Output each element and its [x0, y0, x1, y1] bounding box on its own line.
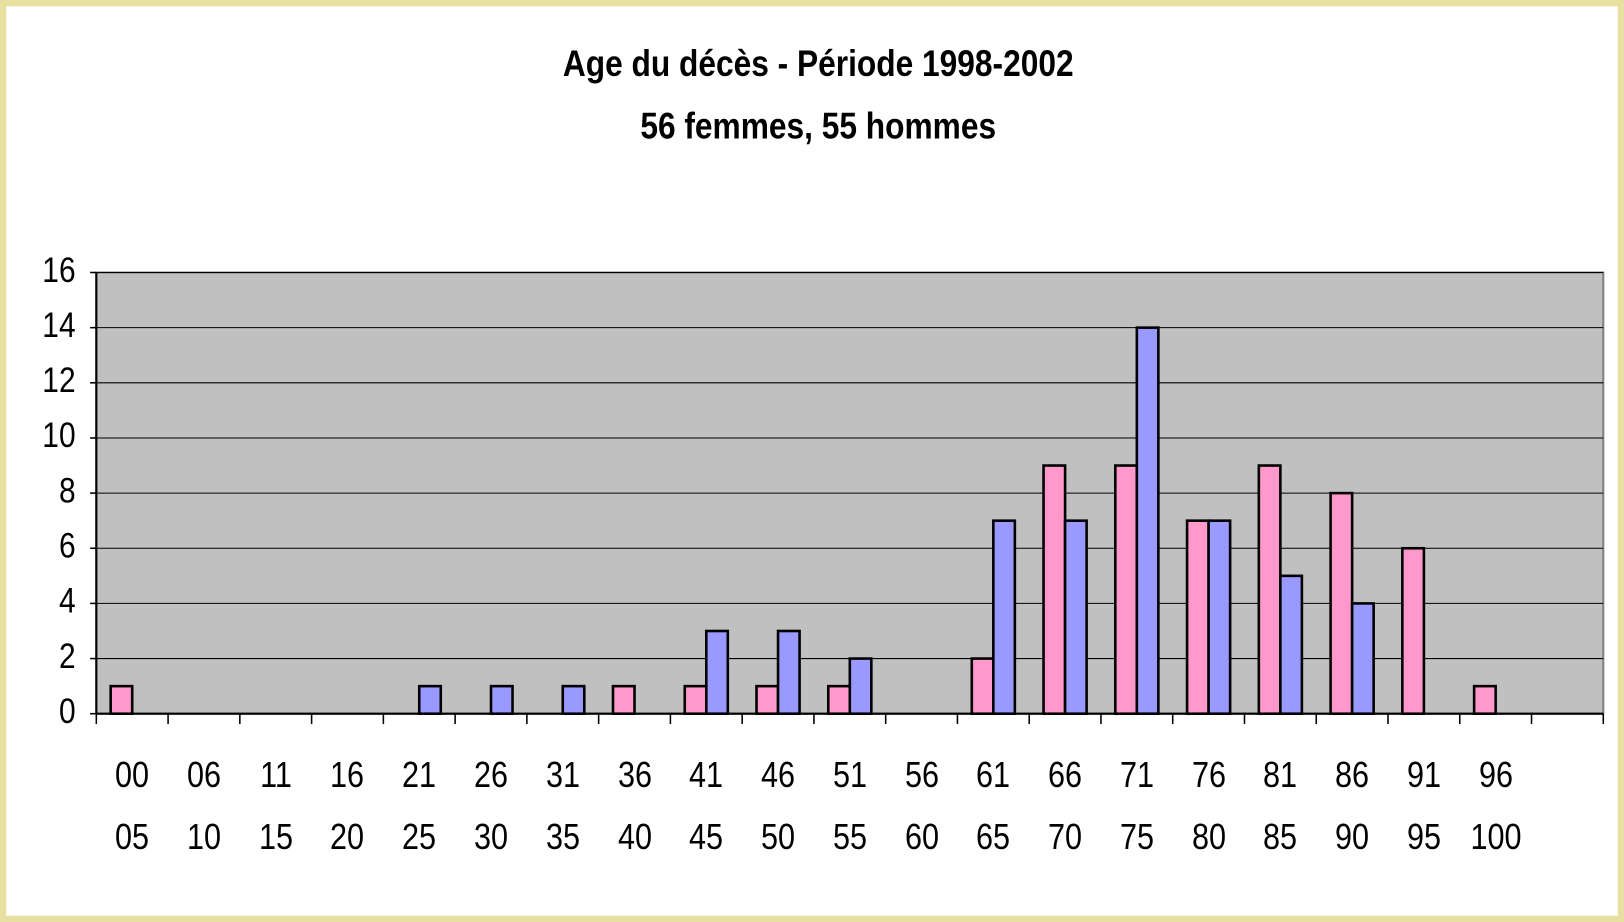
x-tick-label: 76 80 — [1191, 753, 1226, 857]
chart-title: Age du décès - Période 1998-2002 — [563, 44, 1074, 85]
bar — [1207, 519, 1232, 716]
bar — [1329, 491, 1354, 716]
x-tick-label: 41 45 — [689, 753, 724, 857]
x-tick-label: 61 65 — [976, 753, 1011, 857]
x-tick-label: 71 75 — [1119, 753, 1154, 857]
bar — [109, 684, 134, 716]
bar — [683, 684, 708, 716]
y-tick-label: 4 — [59, 580, 76, 620]
chart-subtitle: 56 femmes, 55 hommes — [640, 106, 996, 147]
bar — [1185, 519, 1210, 716]
x-tick-label: 21 25 — [402, 753, 437, 857]
bar — [611, 684, 636, 716]
bar — [1279, 574, 1304, 716]
bar — [489, 684, 514, 716]
bar — [755, 684, 780, 716]
bar — [970, 657, 995, 716]
x-tick-label: 81 85 — [1263, 753, 1298, 857]
y-tick-label: 10 — [42, 415, 75, 455]
x-tick-label: 11 15 — [258, 753, 293, 857]
x-tick-label: 51 55 — [832, 753, 867, 857]
y-tick-label: 16 — [42, 249, 75, 289]
x-tick-label: 66 70 — [1048, 753, 1083, 857]
y-tick-label: 0 — [59, 691, 76, 731]
y-tick-label: 2 — [59, 636, 76, 676]
y-tick-label: 14 — [42, 305, 75, 345]
bar — [848, 657, 873, 716]
y-tick-label: 6 — [59, 525, 76, 565]
x-tick-label: 96 100 — [1470, 753, 1522, 857]
bar — [1257, 464, 1282, 716]
y-tick-label: 12 — [42, 360, 75, 400]
bar — [826, 684, 852, 716]
bar — [704, 629, 730, 716]
bar — [561, 684, 586, 716]
bar — [1114, 464, 1139, 716]
x-tick-label: 36 40 — [617, 753, 652, 857]
bar — [1135, 326, 1160, 716]
x-tick-label: 16 20 — [330, 753, 365, 857]
x-tick-label: 00 05 — [115, 753, 150, 857]
x-tick-label: 06 10 — [186, 753, 221, 857]
x-tick-label: 56 60 — [904, 753, 939, 857]
bar — [1472, 684, 1497, 716]
x-tick-label: 86 90 — [1335, 753, 1370, 857]
bar — [1350, 602, 1375, 716]
bar — [417, 684, 443, 716]
bar — [1042, 464, 1067, 716]
x-tick-label: 46 50 — [761, 753, 796, 857]
x-tick-label: 31 35 — [545, 753, 580, 857]
x-tick-label: 91 95 — [1406, 753, 1441, 857]
bar — [1401, 546, 1426, 716]
y-tick-label: 8 — [59, 470, 76, 510]
bar — [1063, 519, 1088, 716]
x-tick-label: 26 30 — [473, 753, 509, 857]
bar — [992, 519, 1017, 716]
bar — [776, 629, 801, 716]
